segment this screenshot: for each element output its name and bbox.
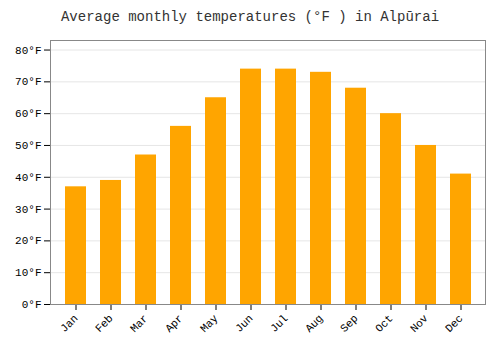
svg-text:50°F: 50°F	[15, 140, 41, 152]
svg-text:Sep: Sep	[338, 312, 360, 334]
svg-text:May: May	[198, 312, 221, 335]
svg-text:Nov: Nov	[408, 312, 431, 335]
svg-text:20°F: 20°F	[15, 235, 41, 247]
svg-text:80°F: 80°F	[15, 45, 41, 57]
svg-text:60°F: 60°F	[15, 108, 41, 120]
svg-text:Jun: Jun	[233, 312, 255, 334]
svg-text:Jan: Jan	[58, 312, 80, 334]
svg-text:Oct: Oct	[373, 312, 395, 334]
svg-text:Apr: Apr	[163, 312, 185, 334]
svg-text:Feb: Feb	[93, 312, 115, 334]
svg-text:70°F: 70°F	[15, 76, 41, 88]
html-text:Average monthly temperatures (: Average monthly temperatures (°F ) in Al…	[61, 9, 439, 25]
svg-text:30°F: 30°F	[15, 204, 41, 216]
svg-text:Mar: Mar	[128, 312, 150, 334]
svg-text:Jul: Jul	[268, 312, 290, 334]
svg-text:0°F: 0°F	[22, 299, 42, 311]
svg-text:40°F: 40°F	[15, 172, 41, 184]
svg-text:Dec: Dec	[443, 312, 465, 334]
svg-text:Aug: Aug	[303, 312, 325, 334]
svg-text:10°F: 10°F	[15, 267, 41, 279]
